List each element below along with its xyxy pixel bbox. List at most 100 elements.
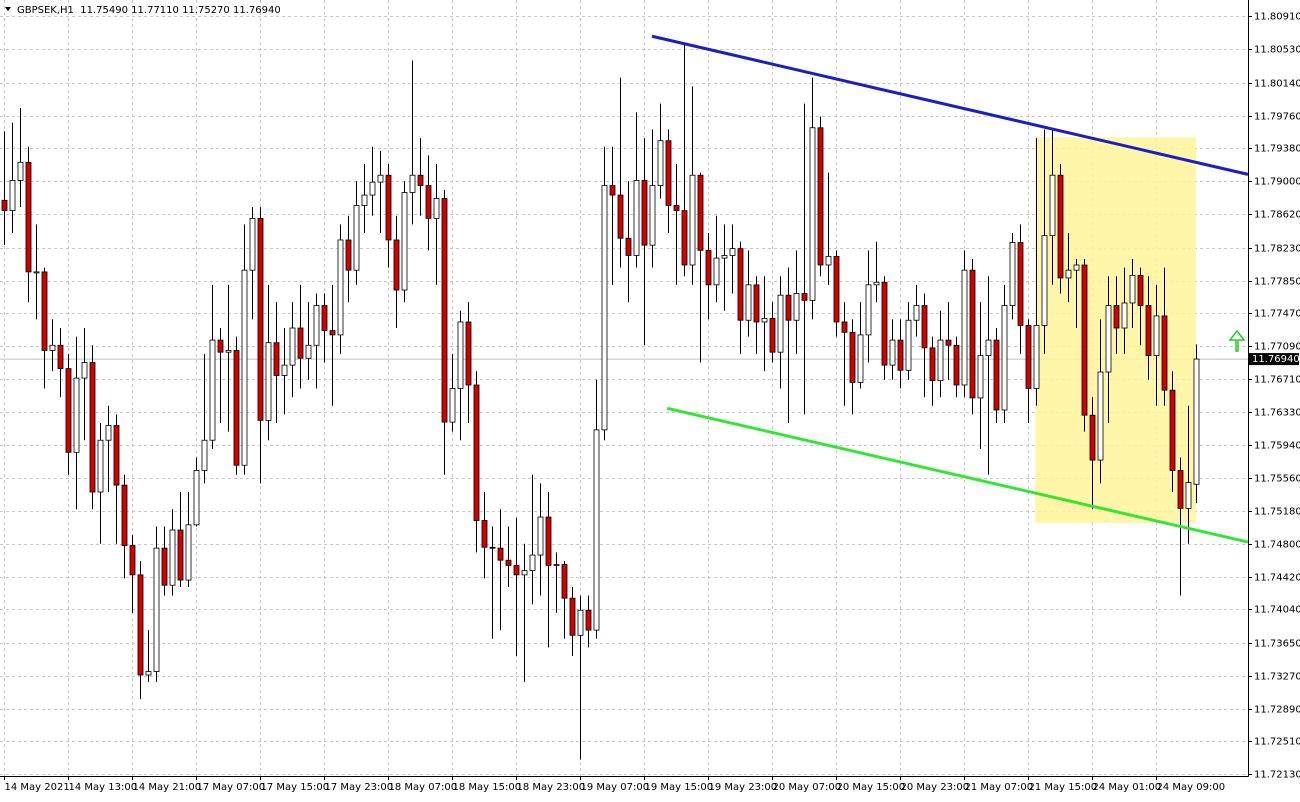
- candle-body: [210, 340, 215, 440]
- candle-body: [850, 332, 855, 382]
- candle-body: [162, 548, 167, 585]
- candle-body: [578, 610, 583, 635]
- candle-body: [1018, 243, 1023, 326]
- y-tick-label: 11.74800: [1254, 540, 1300, 551]
- candle-body: [106, 426, 111, 441]
- candle-body: [770, 319, 775, 353]
- candle-body: [178, 530, 183, 580]
- candle-body: [1178, 470, 1183, 508]
- y-tick-label: 11.77090: [1254, 342, 1300, 353]
- candle-body: [562, 565, 567, 599]
- candle-body: [522, 571, 527, 575]
- candle-body: [450, 388, 455, 422]
- candle-body: [682, 211, 687, 265]
- candle-body: [330, 331, 335, 335]
- x-tick-label: 19 May 23:00: [709, 782, 778, 793]
- candle-body: [826, 256, 831, 265]
- candle-body: [658, 141, 663, 186]
- candle-body: [906, 320, 911, 370]
- candle-body: [914, 306, 919, 321]
- candle-body: [1170, 390, 1175, 470]
- candle-body: [442, 199, 447, 423]
- candle-body: [42, 272, 47, 351]
- x-tick-label: 18 May 07:00: [389, 782, 458, 793]
- chart-header: GBPSEK,H1 11.75490 11.77110 11.75270 11.…: [17, 5, 281, 16]
- candle-body: [570, 598, 575, 635]
- x-tick-label: 21 May 15:00: [1029, 782, 1098, 793]
- candle-body: [90, 363, 95, 492]
- candle-body: [362, 195, 367, 205]
- candle-body: [674, 205, 679, 210]
- candle-body: [378, 175, 383, 182]
- candle-body: [650, 186, 655, 246]
- candle-body: [626, 238, 631, 255]
- candle-body: [818, 128, 823, 265]
- x-tick-label: 20 May 15:00: [837, 782, 906, 793]
- candle-body: [298, 328, 303, 358]
- candle-body: [530, 555, 535, 571]
- y-tick-label: 11.76330: [1254, 408, 1300, 419]
- candle-body: [1026, 325, 1031, 388]
- y-tick-label: 11.78620: [1254, 210, 1300, 221]
- y-tick-label: 11.79380: [1254, 144, 1300, 155]
- candle-body: [666, 141, 671, 206]
- candle-body: [1050, 175, 1055, 235]
- candle-body: [898, 340, 903, 370]
- candle-body: [114, 426, 119, 486]
- candle-body: [290, 328, 295, 365]
- candle-body: [26, 162, 31, 272]
- candle-body: [698, 175, 703, 250]
- y-tick-label: 11.73650: [1254, 639, 1300, 650]
- candle-body: [706, 250, 711, 285]
- candle-body: [602, 186, 607, 430]
- candle-body: [1098, 372, 1103, 460]
- x-tick-label: 24 May 01:00: [1093, 782, 1162, 793]
- candle-body: [218, 340, 223, 352]
- candle-body: [738, 249, 743, 321]
- candle-body: [490, 547, 495, 548]
- candle-body: [18, 162, 23, 180]
- x-tick-label: 14 May 2021: [5, 782, 70, 793]
- candle-body: [1194, 359, 1199, 484]
- x-tick-label: 17 May 23:00: [325, 782, 394, 793]
- x-tick-label: 24 May 09:00: [1157, 782, 1226, 793]
- x-tick-label: 20 May 23:00: [901, 782, 970, 793]
- candle-body: [514, 565, 519, 574]
- y-tick-label: 11.77470: [1254, 309, 1300, 320]
- x-tick-label: 21 May 07:00: [965, 782, 1034, 793]
- candle-body: [962, 270, 967, 385]
- x-tick-label: 18 May 23:00: [517, 782, 586, 793]
- candle-body: [730, 249, 735, 256]
- candle-body: [282, 365, 287, 375]
- candle-body: [458, 322, 463, 388]
- candle-body: [202, 440, 207, 470]
- y-tick-label: 11.74040: [1254, 605, 1300, 616]
- candle-body: [50, 345, 55, 350]
- candle-body: [762, 319, 767, 322]
- candle-body: [186, 525, 191, 580]
- candle-body: [938, 340, 943, 381]
- candle-body: [618, 195, 623, 238]
- candle-body: [1034, 325, 1039, 388]
- candle-body: [546, 517, 551, 565]
- candle-body: [538, 517, 543, 555]
- candle-body: [194, 470, 199, 524]
- candle-body: [482, 520, 487, 547]
- candle-body: [250, 218, 255, 270]
- y-tick-label: 11.74420: [1254, 573, 1300, 584]
- candle-body: [10, 180, 15, 210]
- candle-body: [410, 175, 415, 192]
- candle-body: [466, 322, 471, 385]
- candle-body: [66, 369, 71, 453]
- candle-body: [1082, 265, 1087, 415]
- candle-body: [594, 430, 599, 630]
- candle-body: [306, 345, 311, 358]
- candle-body: [586, 610, 591, 630]
- candle-body: [34, 272, 39, 273]
- y-tick-label: 11.75560: [1254, 474, 1300, 485]
- candle-body: [890, 340, 895, 365]
- candle-body: [1010, 243, 1015, 306]
- candle-body: [402, 192, 407, 290]
- candle-body: [874, 282, 879, 285]
- candle-body: [1138, 275, 1143, 305]
